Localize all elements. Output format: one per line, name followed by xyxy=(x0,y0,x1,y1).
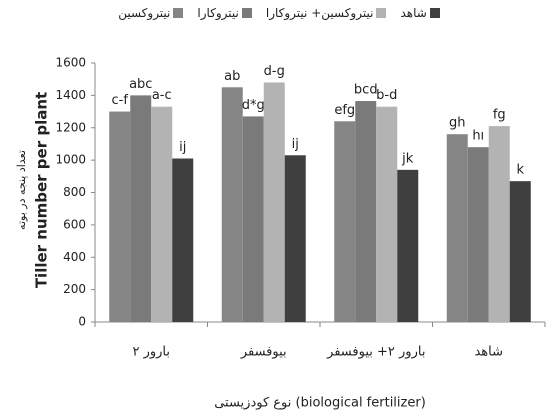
bar xyxy=(284,155,306,322)
y-tick-label: 1600 xyxy=(55,56,86,70)
bar xyxy=(397,169,419,322)
bar xyxy=(355,101,377,323)
bar-annotation: b-d xyxy=(376,88,397,103)
bar xyxy=(242,116,264,322)
bar-annotation: gh xyxy=(449,116,466,131)
legend-label: شاهد xyxy=(400,6,427,20)
legend-item: نیتروکارا xyxy=(197,6,252,20)
bar-annotation: jk xyxy=(401,151,414,166)
bar xyxy=(263,82,285,322)
bar-annotation: efg xyxy=(334,103,355,118)
bar-annotation: fg xyxy=(493,108,506,123)
bar xyxy=(109,111,131,322)
bar xyxy=(130,95,152,322)
y-tick-label: 400 xyxy=(63,250,86,264)
bar xyxy=(221,87,243,322)
legend-item: شاهد xyxy=(400,6,440,20)
bar xyxy=(376,106,398,322)
x-tick-label: بیوفسفر xyxy=(240,345,287,360)
bar-annotation: k xyxy=(516,163,524,178)
x-tick-label: بارور ۲+ بیوفسفر xyxy=(326,345,425,360)
y-axis-label: تعداد پنجه در بوته xyxy=(15,150,28,230)
y-tick-label: 1200 xyxy=(55,120,86,134)
bar-annotation: a-c xyxy=(152,88,172,103)
legend-label: نیتروکارا xyxy=(197,6,239,20)
bar-annotation: bcd xyxy=(354,83,378,98)
bar-annotation: ij xyxy=(292,137,299,152)
bar xyxy=(334,121,356,323)
bar xyxy=(151,106,173,322)
bar xyxy=(488,126,510,322)
bar xyxy=(172,158,194,322)
y-tick-label: 0 xyxy=(78,315,86,329)
bar-annotation: hı xyxy=(472,129,484,144)
y-axis-label: Tiller number per plant xyxy=(33,92,51,288)
legend: نیتروکسین نیتروکارا نیتروکسین+ نیتروکارا شا… xyxy=(0,6,558,20)
y-tick-label: 600 xyxy=(63,217,86,231)
bar-annotation: ij xyxy=(179,140,186,155)
legend-item: نیتروکسین+ نیتروکارا xyxy=(266,6,387,20)
y-tick-label: 800 xyxy=(63,185,86,199)
legend-swatch xyxy=(376,8,387,18)
x-tick-label: شاهد xyxy=(474,345,503,360)
bar-annotation: ab xyxy=(224,69,240,84)
bar xyxy=(509,181,531,322)
bar xyxy=(467,147,489,322)
y-tick-label: 1000 xyxy=(55,153,86,167)
bar-annotation: d-g xyxy=(264,64,285,79)
legend-swatch xyxy=(173,8,184,18)
legend-label: نیتروکسین xyxy=(118,6,171,20)
bar-annotation: abc xyxy=(129,77,152,92)
x-axis-label: نوع کودزیستی (biological fertilizer) xyxy=(214,396,426,411)
bar-annotation: d*g xyxy=(242,98,265,113)
bar xyxy=(446,134,468,322)
legend-swatch xyxy=(241,8,252,18)
bar-annotation: c-f xyxy=(112,93,129,108)
y-tick-label: 1400 xyxy=(55,88,86,102)
legend-swatch xyxy=(429,8,440,18)
y-tick-label: 200 xyxy=(63,282,86,296)
legend-label: نیتروکسین+ نیتروکارا xyxy=(265,6,374,20)
legend-item: نیتروکسین xyxy=(118,6,184,20)
x-tick-label: بارور ۲ xyxy=(132,345,170,360)
